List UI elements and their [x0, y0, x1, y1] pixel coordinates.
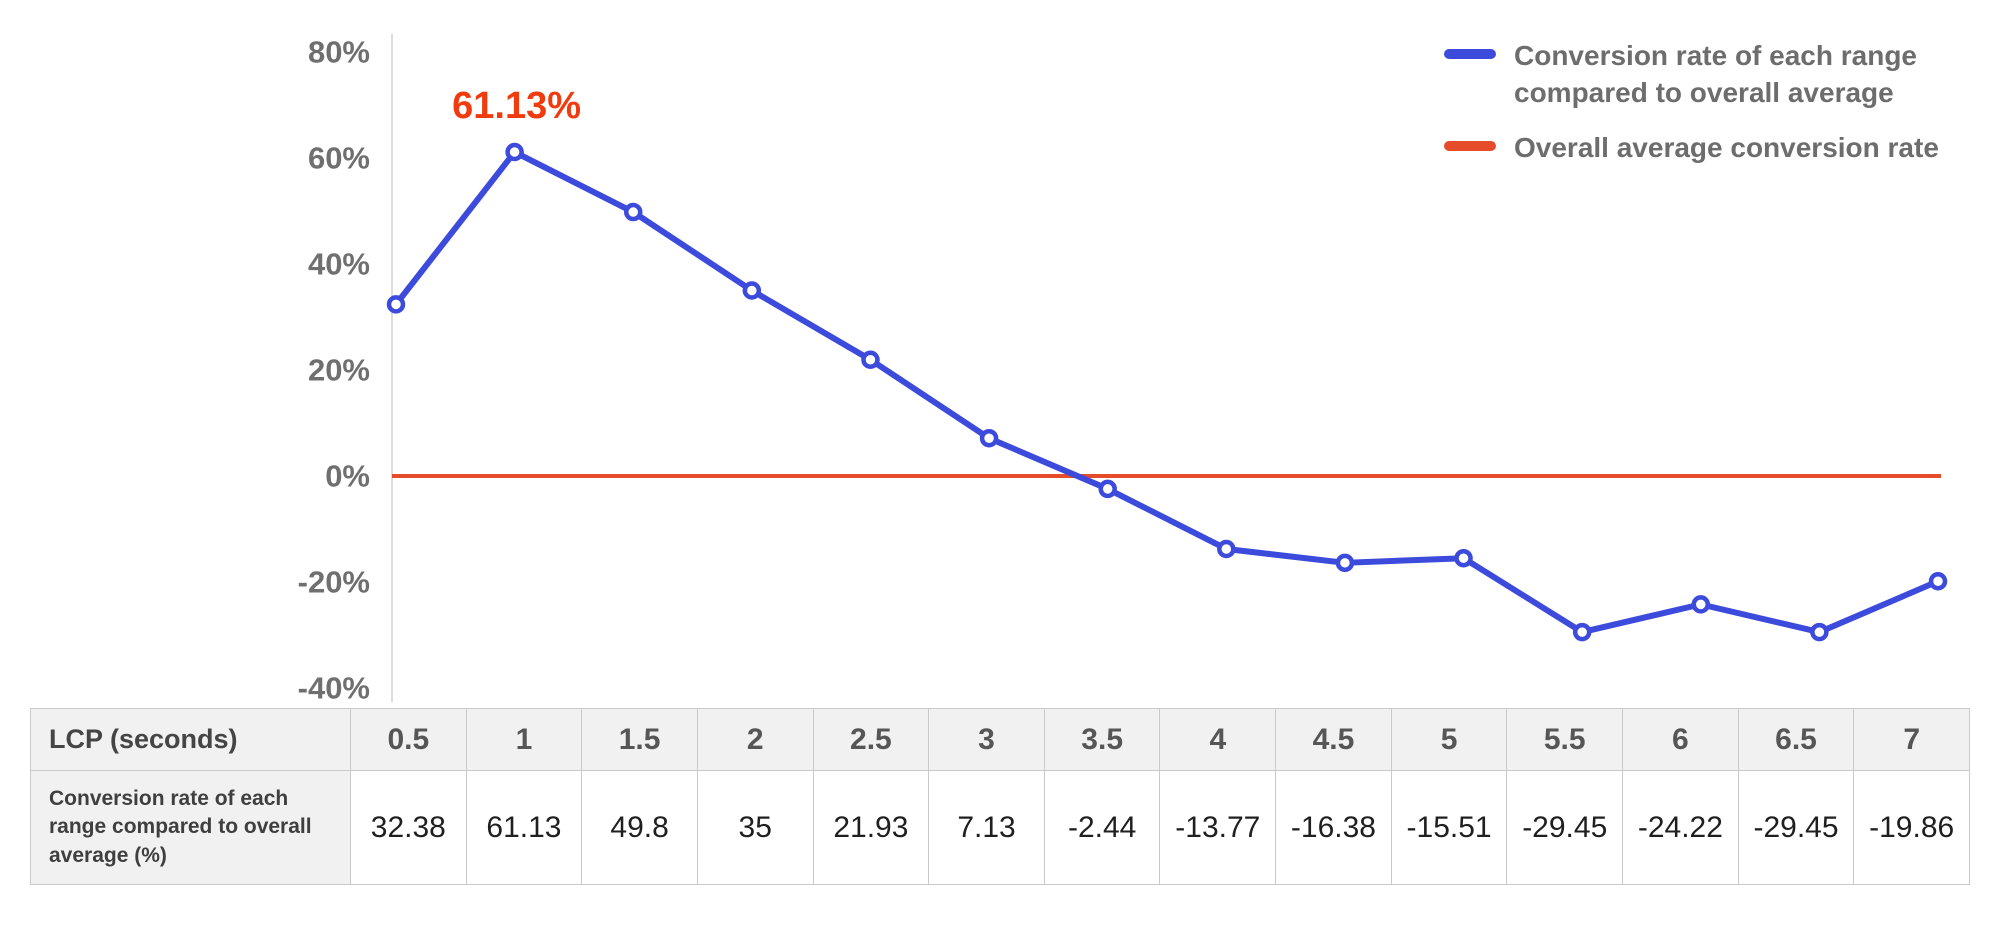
- value-cell: 32.38: [350, 770, 467, 885]
- lcp-data-table: LCP (seconds) 0.5 1 1.5 2 2.5 3 3.5 4 4.5 5 5.5 6 6.…: [30, 708, 1970, 885]
- peak-annotation: 61.13%: [452, 85, 581, 127]
- data-point-marker: [1572, 622, 1592, 642]
- column-header: 1.5: [581, 708, 698, 771]
- y-axis-tick-label: 0%: [325, 459, 370, 494]
- value-cell: -29.45: [1737, 770, 1855, 885]
- column-header: 1: [465, 708, 583, 771]
- table-header-label: LCP (seconds): [30, 708, 351, 771]
- value-cell: -16.38: [1275, 770, 1392, 885]
- legend-swatch-blue-line-icon: [1444, 49, 1496, 59]
- y-axis-tick-label: 80%: [308, 35, 370, 70]
- column-header: 3.5: [1043, 708, 1161, 771]
- data-point-marker: [1691, 595, 1711, 614]
- value-cell: -19.86: [1853, 770, 1970, 885]
- value-cell: 49.8: [581, 770, 698, 885]
- legend-label-overall-average: Overall average conversion rate: [1514, 131, 1939, 163]
- data-point-marker: [1454, 548, 1473, 568]
- legend-swatch-red-line-icon: [1444, 140, 1496, 151]
- data-point-marker: [742, 281, 762, 300]
- legend-item-overall-average: Overall average conversion rate: [1444, 130, 1954, 167]
- column-header: 4: [1159, 708, 1277, 771]
- column-header: 3: [928, 708, 1045, 771]
- table-value-row: Conversion rate of each range compared t…: [30, 770, 1970, 885]
- legend-item-conversion-rate: Conversion rate of each range compared t…: [1444, 38, 1954, 112]
- value-cell: 61.13: [465, 770, 583, 885]
- table-header-row: LCP (seconds) 0.5 1 1.5 2 2.5 3 3.5 4 4.5 5 5.5 6 6.…: [30, 708, 1970, 771]
- y-axis-tick-label: 60%: [308, 141, 370, 176]
- data-point-marker: [1335, 553, 1355, 573]
- data-point-marker: [386, 295, 406, 314]
- column-header: 5.5: [1506, 708, 1624, 771]
- chart-canvas: 80% 60% 40% 20% 0% -20% -40% 61.13%: [298, 34, 1948, 706]
- data-point-marker: [861, 350, 880, 370]
- value-cell: -13.77: [1159, 770, 1277, 885]
- data-point-marker: [1217, 539, 1236, 559]
- data-point-marker: [505, 142, 524, 162]
- value-cell: -2.44: [1043, 770, 1161, 885]
- data-point-marker: [979, 428, 999, 448]
- y-axis-tick-label: -20%: [298, 565, 370, 600]
- value-cell: -15.51: [1390, 770, 1508, 885]
- conversion-line: [393, 149, 1941, 636]
- data-point-marker: [623, 202, 643, 222]
- value-cell: 35: [696, 770, 814, 885]
- conversion-line-chart: 80% 60% 40% 20% 0% -20% -40% 61.13% Conversion …: [298, 34, 1954, 706]
- legend-label-conversion-rate: Conversion rate of each range compared t…: [1514, 40, 1918, 108]
- value-cell: 7.13: [928, 770, 1045, 885]
- column-header: 7: [1853, 708, 1970, 771]
- table-row-label: Conversion rate of each range compared t…: [30, 770, 351, 885]
- value-cell: -29.45: [1506, 770, 1624, 885]
- column-header: 4.5: [1275, 708, 1392, 771]
- column-header: 5: [1390, 708, 1508, 771]
- chart-legend: Conversion rate of each range compared t…: [1444, 38, 1954, 167]
- column-header: 6.5: [1737, 708, 1855, 771]
- column-header: 2: [696, 708, 814, 771]
- y-axis-tick-label: -40%: [298, 671, 370, 706]
- data-point-marker: [1098, 479, 1117, 499]
- column-header: 2.5: [812, 708, 930, 771]
- data-point-marker: [1928, 572, 1948, 591]
- data-point-marker: [1810, 622, 1829, 642]
- value-cell: 21.93: [812, 770, 930, 885]
- y-axis-tick-label: 40%: [308, 247, 370, 282]
- column-header: 0.5: [350, 708, 467, 771]
- column-header: 6: [1622, 708, 1739, 771]
- y-axis-tick-label: 20%: [308, 353, 370, 388]
- lcp-table-section: LCP (seconds) 0.5 1 1.5 2 2.5 3 3.5 4 4.5 5 5.5 6 6.…: [0, 708, 2000, 885]
- value-cell: -24.22: [1622, 770, 1739, 885]
